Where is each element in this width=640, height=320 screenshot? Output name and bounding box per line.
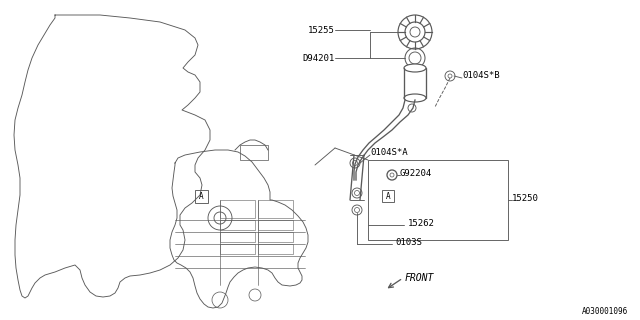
Circle shape <box>409 52 421 64</box>
Text: A: A <box>386 191 390 201</box>
Text: G92204: G92204 <box>400 169 432 178</box>
Text: 15262: 15262 <box>408 219 435 228</box>
Bar <box>258 220 293 230</box>
Bar <box>220 220 255 230</box>
Bar <box>258 200 293 218</box>
Ellipse shape <box>404 94 426 102</box>
Text: D94201: D94201 <box>303 53 335 62</box>
Circle shape <box>408 104 416 112</box>
Text: FRONT: FRONT <box>405 273 435 283</box>
Circle shape <box>445 71 455 81</box>
Circle shape <box>387 170 397 180</box>
Text: A030001096: A030001096 <box>582 308 628 316</box>
Bar <box>195 190 208 203</box>
Circle shape <box>350 158 360 168</box>
Bar <box>220 232 255 242</box>
Circle shape <box>352 205 362 215</box>
Circle shape <box>405 22 425 42</box>
Text: 0104S*B: 0104S*B <box>462 70 500 79</box>
Text: A: A <box>198 192 204 201</box>
Bar <box>240 145 268 160</box>
Bar <box>220 200 255 218</box>
Text: 15255: 15255 <box>308 26 335 35</box>
Bar <box>220 244 255 254</box>
Bar <box>258 232 293 242</box>
Text: 0104S*A: 0104S*A <box>370 148 408 156</box>
Bar <box>368 160 508 240</box>
Text: 15250: 15250 <box>512 194 539 203</box>
Text: 0103S: 0103S <box>395 237 422 246</box>
Bar <box>382 190 394 202</box>
Bar <box>258 244 293 254</box>
Circle shape <box>352 188 362 198</box>
Ellipse shape <box>404 64 426 72</box>
